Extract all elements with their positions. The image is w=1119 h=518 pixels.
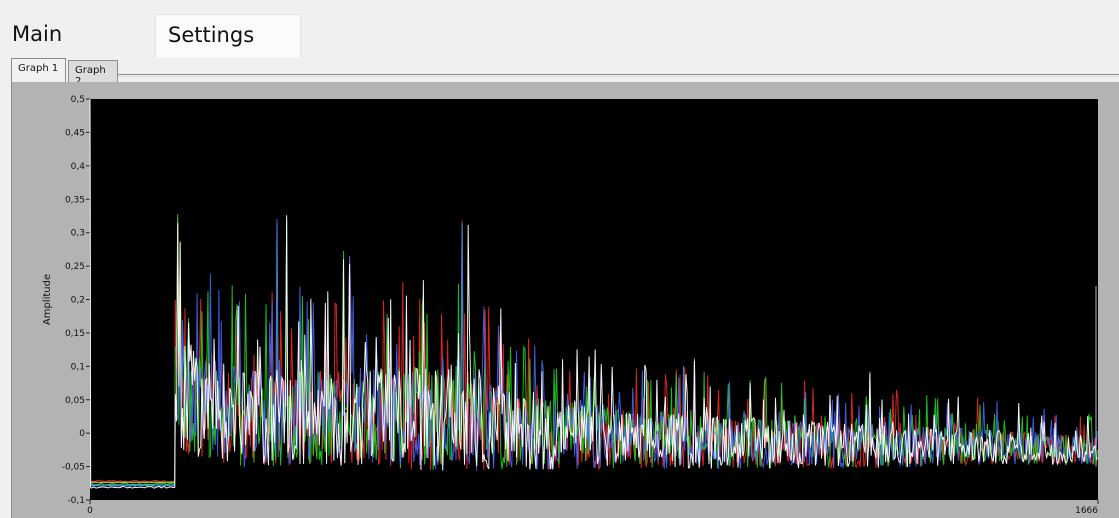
- tab-graph-2[interactable]: Graph 2: [68, 60, 118, 87]
- y-tick-label: -0,05: [62, 463, 85, 473]
- tab-main[interactable]: Main: [0, 14, 150, 58]
- x-tick-label: 0: [87, 506, 93, 516]
- tab-graph-1[interactable]: Graph 1: [11, 58, 66, 82]
- tab-divider: [118, 74, 1119, 75]
- y-tick-label: 0,15: [65, 329, 85, 339]
- x-axis-ticks: 0 1666: [87, 500, 1099, 516]
- main-tab-bar: Main Settings: [0, 0, 1119, 58]
- tab-settings[interactable]: Settings: [155, 14, 301, 58]
- y-tick-label: 0,1: [71, 362, 85, 372]
- y-tick-label: 0,45: [65, 128, 85, 138]
- series-group: [89, 98, 1098, 489]
- y-tick-label: 0,3: [71, 229, 85, 239]
- y-tick-label: -0,1: [67, 496, 85, 506]
- y-tick-label: 0,5: [71, 95, 85, 105]
- y-tick-label: 0,05: [65, 396, 85, 406]
- y-tick-label: 0,35: [65, 195, 85, 205]
- y-tick-label: 0,25: [65, 262, 85, 272]
- y-tick-label: 0,2: [71, 296, 85, 306]
- x-tick-label: 1666: [1075, 506, 1098, 516]
- graph-tab-bar: Graph 1 Graph 2: [0, 58, 1119, 87]
- y-axis-label: Amplitude: [42, 274, 53, 325]
- y-tick-label: 0,4: [71, 162, 86, 172]
- series-line-blue: [89, 98, 1098, 488]
- series-line-green: [89, 98, 1098, 486]
- y-tick-label: 0: [79, 429, 85, 439]
- series-line-white: [89, 98, 1098, 489]
- tab-divider-shadow: [118, 76, 1119, 77]
- y-axis-ticks: 0,5 0,45 0,4 0,35 0,3 0,25 0,2 0,15 0,1 0,05 0 -0,0…: [62, 95, 90, 506]
